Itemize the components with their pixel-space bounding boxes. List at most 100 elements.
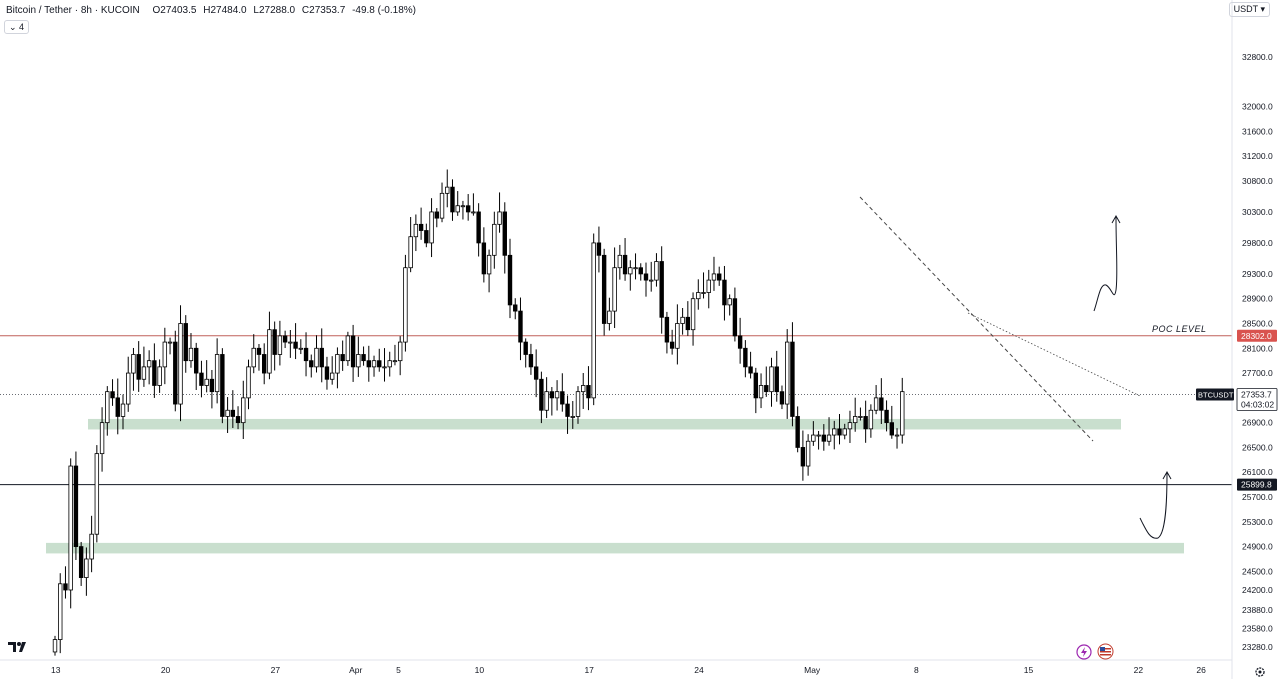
candle-body bbox=[120, 403, 126, 417]
candle-body bbox=[586, 385, 591, 399]
candle-body bbox=[141, 366, 147, 380]
candle-body bbox=[675, 323, 680, 349]
candle-body bbox=[701, 292, 706, 294]
candle-body bbox=[696, 292, 701, 300]
candle bbox=[832, 420, 837, 450]
candle bbox=[429, 198, 434, 258]
time-tick-label: 22 bbox=[1134, 665, 1144, 675]
alert-icon[interactable] bbox=[1076, 644, 1092, 660]
candle bbox=[356, 336, 361, 377]
symbol-header[interactable]: Bitcoin / Tether · 8h · KUCOIN O27403.5 … bbox=[6, 5, 420, 16]
candle bbox=[706, 269, 711, 309]
candle-body bbox=[413, 223, 419, 238]
candle bbox=[607, 297, 612, 331]
candle bbox=[272, 321, 277, 371]
candle bbox=[110, 379, 115, 406]
candle bbox=[146, 350, 152, 385]
candle bbox=[601, 248, 607, 336]
candle bbox=[539, 371, 544, 424]
candle bbox=[502, 202, 507, 274]
candle-body bbox=[235, 416, 241, 424]
support-zone-1 bbox=[88, 418, 1121, 430]
candle bbox=[277, 320, 283, 366]
candle-body bbox=[769, 366, 774, 393]
candle-body bbox=[350, 335, 356, 368]
indicator-count: 4 bbox=[19, 22, 25, 32]
indicators-toggle[interactable]: ⌄ 4 bbox=[4, 20, 30, 34]
candle bbox=[628, 260, 633, 291]
candle-body bbox=[873, 397, 879, 411]
candle-body bbox=[335, 354, 340, 374]
low-value: L27288.0 bbox=[253, 5, 296, 16]
candle-body bbox=[554, 391, 560, 399]
candle-body bbox=[659, 261, 664, 318]
candle bbox=[785, 329, 790, 419]
candle bbox=[685, 301, 691, 336]
time-tick-label: 5 bbox=[396, 665, 401, 675]
candle-body bbox=[277, 335, 283, 355]
candle-body bbox=[324, 366, 330, 380]
candle bbox=[52, 635, 58, 656]
candle bbox=[690, 292, 696, 346]
candle-body bbox=[356, 354, 361, 368]
candle bbox=[884, 400, 889, 432]
candle bbox=[544, 377, 549, 419]
candle bbox=[377, 348, 382, 372]
candle bbox=[131, 347, 136, 391]
candle bbox=[758, 373, 764, 409]
symbol-title[interactable]: Bitcoin / Tether · 8h · KUCOIN bbox=[6, 5, 140, 16]
candle bbox=[267, 311, 272, 380]
candle bbox=[434, 208, 439, 228]
candle bbox=[324, 356, 330, 390]
candle-body bbox=[272, 329, 277, 355]
candle bbox=[837, 413, 842, 445]
candle-body bbox=[617, 254, 623, 269]
candle-body bbox=[565, 403, 570, 417]
price-tick-label: 24500.0 bbox=[1242, 566, 1273, 576]
candle-body bbox=[78, 546, 84, 578]
candle-body bbox=[418, 223, 424, 231]
candle bbox=[424, 223, 429, 248]
candle bbox=[800, 430, 806, 481]
annotations: POC LEVEL bbox=[1093, 214, 1206, 539]
candle-body bbox=[115, 397, 120, 417]
symbol-tag bbox=[1196, 388, 1234, 401]
candle-body bbox=[685, 316, 691, 331]
horizontal-levels bbox=[0, 335, 1232, 486]
candle-body bbox=[669, 341, 675, 349]
candle-body bbox=[680, 316, 685, 324]
candle-body bbox=[816, 434, 821, 437]
candle bbox=[497, 192, 502, 233]
price-tick-label: 27700.0 bbox=[1242, 368, 1273, 378]
candle bbox=[575, 386, 581, 424]
projection-up-arrowhead bbox=[1111, 214, 1121, 224]
candle bbox=[596, 226, 602, 273]
candle bbox=[779, 385, 785, 410]
candle-body bbox=[507, 254, 513, 306]
flag-us-icon[interactable] bbox=[1097, 643, 1114, 660]
candle-body bbox=[382, 366, 387, 369]
candle bbox=[214, 338, 220, 404]
candle-body bbox=[340, 354, 345, 362]
tradingview-logo-icon bbox=[8, 642, 26, 652]
candle bbox=[413, 214, 419, 252]
projection-bounce-arrow bbox=[1139, 472, 1168, 539]
candle-body bbox=[596, 242, 602, 256]
candle bbox=[842, 423, 847, 440]
candle-body bbox=[220, 354, 225, 417]
candle-body bbox=[476, 211, 481, 244]
settings-gear-icon[interactable] bbox=[1254, 666, 1266, 678]
price-tick-label: 25700.0 bbox=[1242, 492, 1273, 502]
candle-body bbox=[518, 310, 523, 343]
candle-body bbox=[377, 360, 382, 368]
poc-price-label: 28302.0 bbox=[1241, 331, 1272, 341]
candle-body bbox=[790, 341, 795, 417]
candle-body bbox=[146, 360, 152, 368]
candle bbox=[486, 249, 492, 293]
candle-body bbox=[194, 347, 199, 374]
candle-body bbox=[889, 422, 894, 436]
candle-body bbox=[858, 416, 863, 418]
candle-body bbox=[528, 354, 534, 368]
currency-selector[interactable]: USDT ▾ bbox=[1228, 2, 1270, 17]
